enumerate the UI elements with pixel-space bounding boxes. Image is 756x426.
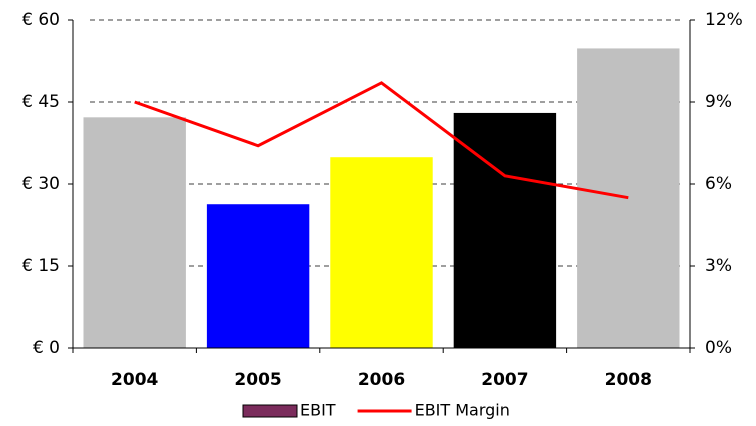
bar <box>453 112 557 348</box>
y2-tick-label: 0% <box>705 338 732 358</box>
x-tick-label: 2007 <box>481 370 528 390</box>
bar <box>83 117 186 348</box>
y2-tick-label: 9% <box>705 92 732 112</box>
x-tick-label: 2006 <box>358 370 405 390</box>
y-tick-label: € 15 <box>22 256 60 276</box>
legend-label: EBIT Margin <box>415 401 510 420</box>
y2-tick-label: 12% <box>705 10 743 30</box>
y2-tick-label: 3% <box>705 256 732 276</box>
x-tick-label: 2004 <box>111 370 158 390</box>
y-tick-label: € 60 <box>22 10 60 30</box>
bar <box>577 48 680 348</box>
y-tick-label: € 0 <box>33 338 60 358</box>
x-tick-label: 2005 <box>234 370 281 390</box>
y-tick-label: € 45 <box>22 92 60 112</box>
legend-label: EBIT <box>300 401 336 420</box>
bar <box>330 157 433 348</box>
line <box>134 81 629 200</box>
x-tick-label: 2008 <box>605 370 652 390</box>
y-tick-label: € 30 <box>22 174 60 194</box>
bar <box>206 204 310 348</box>
y2-tick-label: 6% <box>705 174 732 194</box>
legend-swatch <box>242 404 298 418</box>
